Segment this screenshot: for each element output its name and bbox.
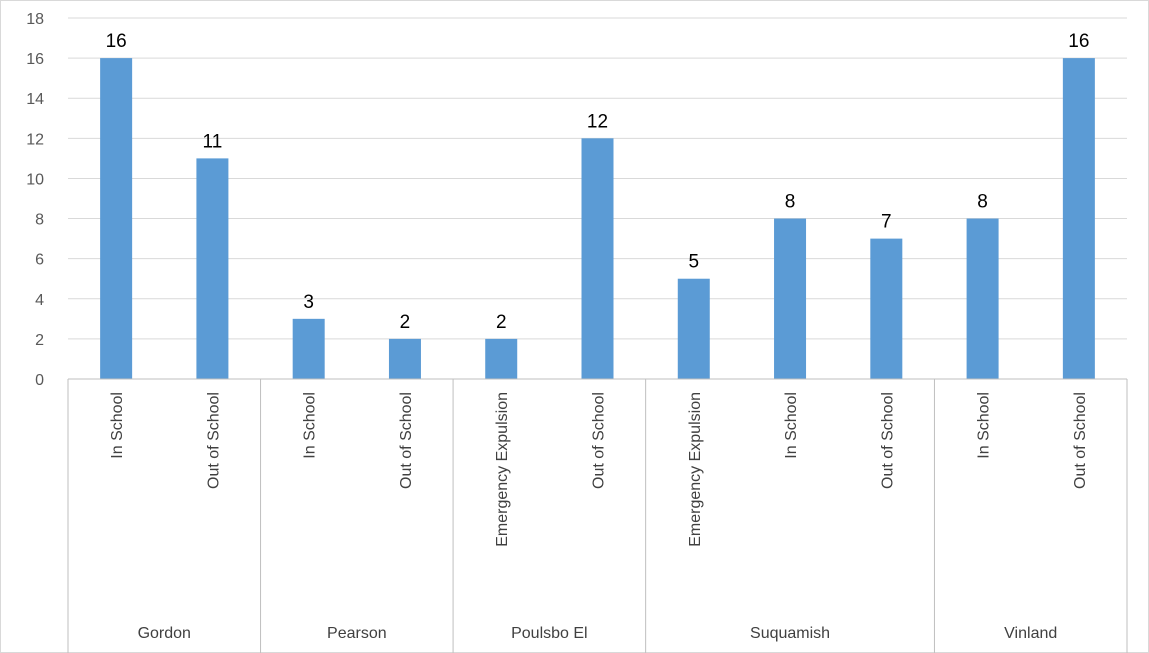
bars bbox=[100, 58, 1095, 379]
data-label: 16 bbox=[1068, 31, 1089, 52]
x-axis-category-labels: In School Out of School In School Out of Sc… bbox=[109, 392, 1089, 547]
data-label: 16 bbox=[106, 31, 127, 52]
data-label: 8 bbox=[977, 192, 988, 213]
x-category-label: Out of School bbox=[1072, 392, 1089, 489]
data-label: 11 bbox=[203, 131, 223, 152]
x-category-label: Emergency Expulsion bbox=[687, 392, 704, 547]
data-label: 3 bbox=[303, 292, 314, 313]
x-category-label: In School bbox=[783, 392, 800, 459]
bar bbox=[196, 158, 229, 379]
bar bbox=[870, 238, 903, 379]
y-tick-label: 10 bbox=[26, 171, 44, 188]
data-labels: 16 11 3 2 2 12 5 8 7 8 16 bbox=[106, 31, 1090, 333]
x-group-label: Poulsbo El bbox=[511, 625, 588, 642]
x-category-label: Emergency Expulsion bbox=[494, 392, 511, 547]
y-tick-label: 18 bbox=[26, 11, 44, 28]
x-category-label: Out of School bbox=[398, 392, 415, 489]
data-label: 8 bbox=[785, 192, 796, 213]
y-tick-label: 8 bbox=[35, 212, 44, 229]
bar bbox=[1062, 58, 1095, 379]
x-axis-group-labels: Gordon Pearson Poulsbo El Suquamish Vinland bbox=[138, 625, 1058, 642]
x-category-label: In School bbox=[976, 392, 993, 459]
y-tick-label: 14 bbox=[26, 91, 44, 108]
bar bbox=[100, 58, 133, 379]
bar bbox=[388, 338, 421, 379]
data-label: 2 bbox=[496, 312, 507, 333]
data-label: 2 bbox=[400, 312, 411, 333]
y-tick-label: 12 bbox=[26, 131, 44, 148]
x-category-label: Out of School bbox=[205, 392, 222, 489]
y-tick-label: 16 bbox=[26, 51, 44, 68]
bar bbox=[966, 218, 999, 379]
x-category-label: In School bbox=[302, 392, 319, 459]
x-category-label: In School bbox=[109, 392, 126, 459]
data-label: 7 bbox=[881, 212, 892, 233]
x-group-label: Gordon bbox=[138, 625, 191, 642]
bar bbox=[485, 338, 518, 379]
bar bbox=[677, 278, 710, 379]
x-group-label: Vinland bbox=[1004, 625, 1057, 642]
x-group-label: Suquamish bbox=[750, 625, 830, 642]
y-tick-label: 0 bbox=[35, 372, 44, 389]
x-axis bbox=[67, 378, 1128, 653]
y-tick-label: 2 bbox=[35, 332, 44, 349]
y-axis-tick-labels: 0 2 4 6 8 10 12 14 16 18 bbox=[26, 11, 44, 389]
x-category-label: Out of School bbox=[591, 392, 608, 489]
data-label: 5 bbox=[688, 252, 699, 273]
x-category-label: Out of School bbox=[879, 392, 896, 489]
x-group-label: Pearson bbox=[327, 625, 387, 642]
bar bbox=[292, 318, 325, 379]
y-tick-label: 4 bbox=[35, 292, 44, 309]
y-tick-label: 6 bbox=[35, 252, 44, 269]
bar bbox=[581, 138, 614, 379]
bar bbox=[774, 218, 807, 379]
data-label: 12 bbox=[587, 111, 608, 132]
